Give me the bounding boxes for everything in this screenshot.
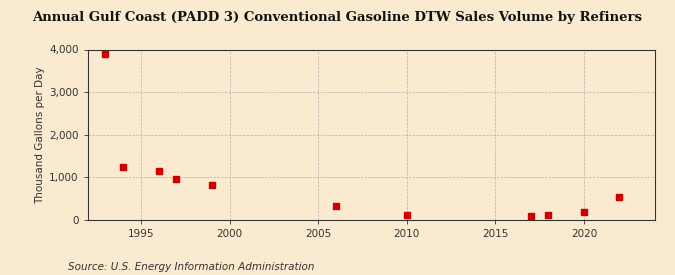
Point	[171, 177, 182, 181]
Point	[614, 195, 625, 200]
Point	[100, 52, 111, 56]
Point	[578, 210, 589, 214]
Point	[401, 213, 412, 217]
Point	[207, 183, 217, 187]
Point	[117, 164, 128, 169]
Point	[543, 213, 554, 218]
Text: Source: U.S. Energy Information Administration: Source: U.S. Energy Information Administ…	[68, 262, 314, 272]
Y-axis label: Thousand Gallons per Day: Thousand Gallons per Day	[35, 66, 45, 204]
Text: Annual Gulf Coast (PADD 3) Conventional Gasoline DTW Sales Volume by Refiners: Annual Gulf Coast (PADD 3) Conventional …	[32, 11, 643, 24]
Point	[153, 169, 164, 173]
Point	[525, 213, 536, 218]
Point	[331, 204, 341, 208]
